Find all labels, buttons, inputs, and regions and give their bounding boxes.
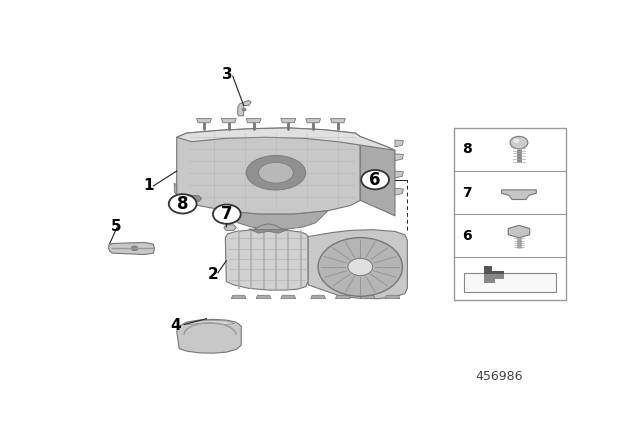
Polygon shape [281,119,296,123]
Circle shape [513,139,520,143]
Polygon shape [330,119,346,123]
Polygon shape [360,137,395,216]
Polygon shape [395,140,403,147]
Polygon shape [249,229,288,233]
Polygon shape [177,319,241,353]
Polygon shape [308,230,408,299]
Polygon shape [395,171,403,178]
Polygon shape [109,242,154,254]
Text: 8: 8 [462,142,472,156]
Circle shape [131,246,138,251]
Polygon shape [385,295,400,299]
Polygon shape [187,320,235,324]
Polygon shape [306,119,321,123]
Text: 6: 6 [369,171,381,189]
Circle shape [318,237,403,296]
FancyBboxPatch shape [465,273,556,292]
Circle shape [242,108,246,111]
Polygon shape [246,119,261,123]
Text: 3: 3 [223,67,233,82]
Polygon shape [196,119,211,123]
Polygon shape [231,295,246,299]
Polygon shape [502,190,536,199]
Circle shape [169,194,196,214]
FancyBboxPatch shape [454,128,566,301]
Circle shape [361,170,389,190]
Polygon shape [281,295,296,299]
Text: 1: 1 [143,178,154,194]
Polygon shape [178,194,202,202]
Polygon shape [177,128,360,214]
Text: 5: 5 [110,219,121,234]
Polygon shape [256,295,271,299]
Polygon shape [221,119,236,123]
Polygon shape [310,295,326,299]
Text: 6: 6 [462,229,472,243]
Polygon shape [395,188,403,195]
Polygon shape [174,183,177,195]
Polygon shape [224,225,236,230]
Polygon shape [395,154,403,161]
Circle shape [348,258,372,276]
Polygon shape [224,211,328,229]
Text: 456986: 456986 [476,370,523,383]
Ellipse shape [246,155,306,190]
Polygon shape [508,225,530,238]
Text: 7: 7 [221,205,232,223]
Text: 4: 4 [170,318,181,333]
Polygon shape [225,230,308,290]
Circle shape [213,204,241,224]
Polygon shape [484,266,504,274]
Ellipse shape [259,163,293,183]
Circle shape [184,195,192,200]
Polygon shape [253,224,284,230]
Text: 7: 7 [462,185,472,200]
Polygon shape [177,128,395,151]
Text: 8: 8 [177,195,188,213]
Polygon shape [360,295,375,299]
Polygon shape [237,100,251,116]
Polygon shape [484,274,504,283]
Text: 2: 2 [207,267,218,282]
Polygon shape [335,295,350,299]
Circle shape [510,136,528,149]
